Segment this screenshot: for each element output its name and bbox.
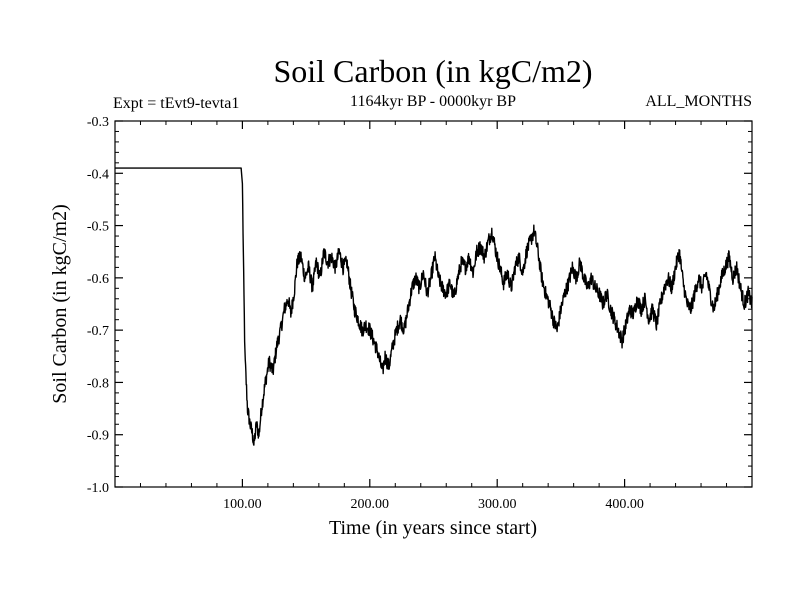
chart-title: Soil Carbon (in kgC/m2)	[273, 53, 592, 89]
x-axis-ticks: 100.00 200.00 300.00 400.00	[139, 121, 728, 512]
y-tick-label: -0.3	[87, 115, 109, 130]
months-label: ALL_MONTHS	[645, 93, 752, 110]
y-axis-ticks: -1.0 -0.9 -0.8 -0.7 -0.6 -0.5 -0.4 -0.3	[87, 115, 752, 496]
y-tick-label: -0.8	[87, 376, 109, 391]
y-tick-label: -0.4	[87, 167, 109, 182]
plot-area	[114, 120, 753, 488]
soil-carbon-series-line	[114, 167, 753, 446]
y-tick-label: -0.7	[87, 324, 109, 339]
time-range-label: 1164kyr BP - 0000kyr BP	[350, 93, 516, 110]
x-tick-label: 400.00	[605, 497, 644, 512]
y-axis-label: Soil Carbon (in kgC/m2)	[49, 204, 71, 403]
x-tick-label: 200.00	[351, 497, 390, 512]
x-axis-label: Time (in years since start)	[329, 517, 537, 539]
x-tick-label: 100.00	[223, 497, 262, 512]
x-tick-label: 300.00	[478, 497, 517, 512]
y-tick-label: -0.6	[87, 272, 109, 287]
y-tick-label: -0.5	[87, 220, 109, 235]
y-tick-label: -0.9	[87, 429, 109, 444]
y-tick-label: -1.0	[87, 481, 109, 496]
experiment-label: Expt = tEvt9-tevta1	[113, 95, 239, 112]
